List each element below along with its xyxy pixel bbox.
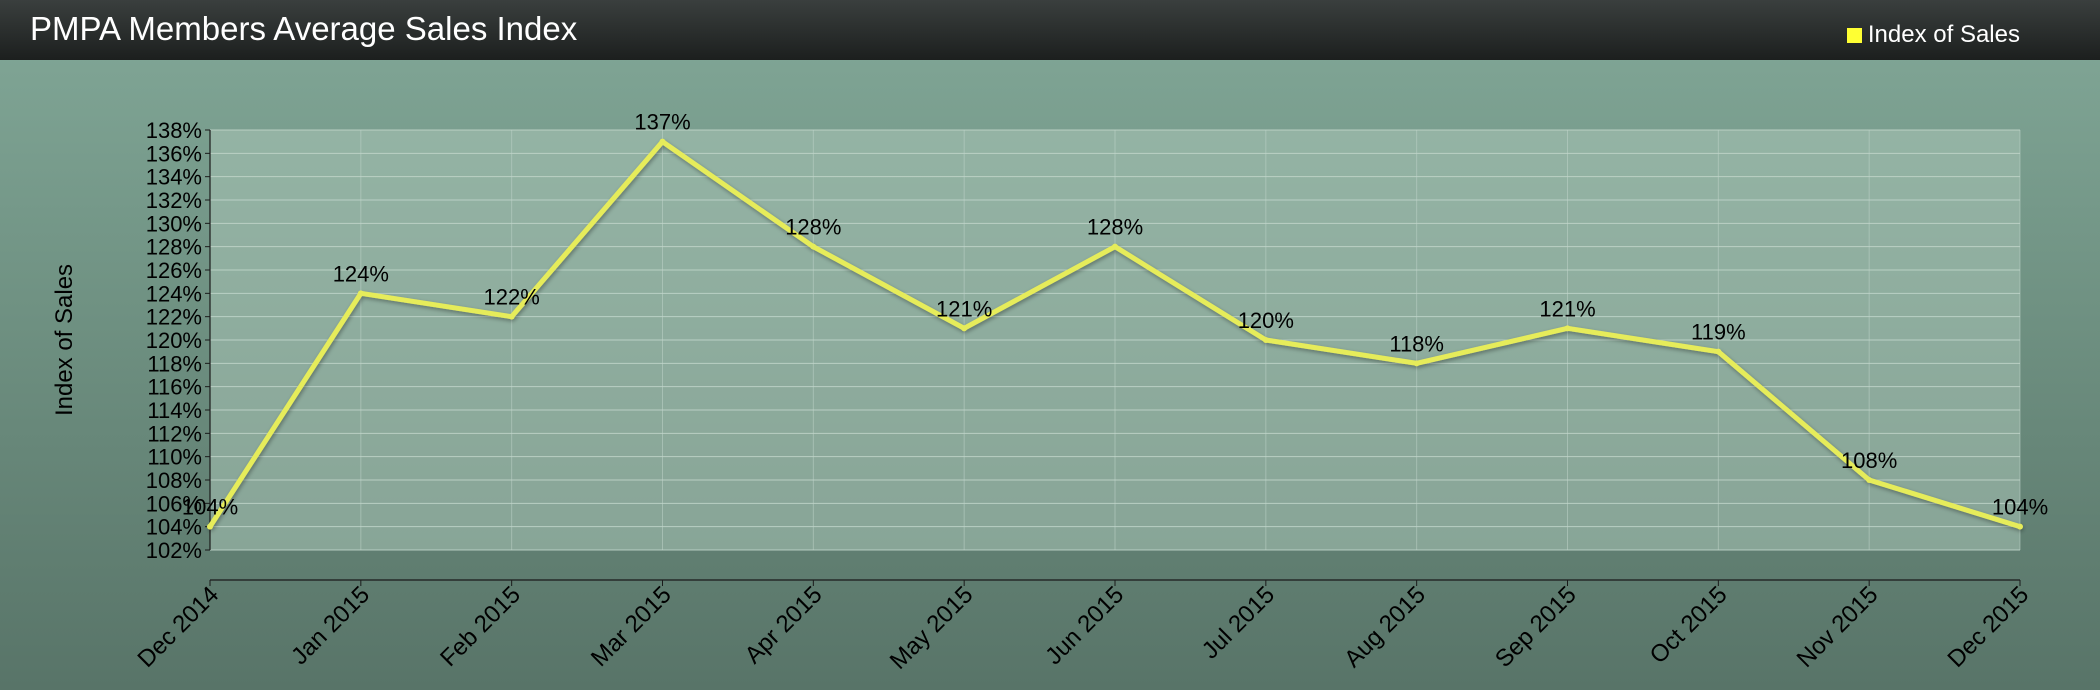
- x-tick-label: Feb 2015: [435, 581, 526, 672]
- x-tick-label: Oct 2015: [1645, 581, 1733, 669]
- legend-swatch: [1846, 27, 1862, 43]
- data-label: 122%: [484, 285, 540, 310]
- legend-label: Index of Sales: [1867, 21, 2020, 48]
- data-label: 120%: [1238, 308, 1294, 333]
- x-tick-label: Dec 2014: [132, 581, 224, 673]
- x-tick-label: Dec 2015: [1942, 581, 2034, 673]
- title-bar: PMPA Members Average Sales Index Index o…: [0, 0, 2100, 60]
- data-label: 121%: [936, 296, 992, 321]
- y-tick-label: 116%: [147, 375, 202, 400]
- y-tick-label: 114%: [147, 398, 202, 423]
- y-tick-label: 112%: [147, 421, 202, 446]
- y-tick-label: 118%: [147, 351, 202, 376]
- data-label: 128%: [1087, 215, 1143, 240]
- data-label: 128%: [785, 215, 841, 240]
- data-label: 124%: [333, 261, 389, 286]
- y-axis-title: Index of Sales: [51, 264, 78, 416]
- data-label: 137%: [634, 110, 690, 135]
- y-tick-label: 102%: [146, 538, 202, 563]
- x-tick-label: Jul 2015: [1197, 581, 1280, 664]
- data-label: 119%: [1691, 320, 1746, 345]
- y-tick-label: 106%: [146, 491, 202, 516]
- data-point: [357, 290, 364, 297]
- chart-title: PMPA Members Average Sales Index: [30, 10, 578, 47]
- y-tick-label: 130%: [146, 211, 202, 236]
- data-point: [659, 138, 666, 145]
- data-label: 118%: [1389, 331, 1444, 356]
- data-point: [1413, 360, 1420, 367]
- data-point: [2017, 523, 2023, 530]
- legend: Index of Sales: [1846, 20, 2020, 50]
- y-tick-label: 104%: [146, 515, 202, 540]
- data-point: [207, 523, 213, 530]
- data-point: [961, 325, 968, 332]
- x-tick-label: Jun 2015: [1040, 581, 1129, 670]
- data-point: [1262, 337, 1269, 343]
- x-tick-label: Mar 2015: [586, 581, 677, 672]
- data-point: [1866, 477, 1873, 483]
- x-tick-label: Sep 2015: [1490, 581, 1582, 673]
- x-tick-label: Aug 2015: [1339, 581, 1431, 673]
- x-tick-label: Jan 2015: [286, 581, 375, 670]
- data-label: 104%: [182, 495, 238, 520]
- y-tick-label: 128%: [146, 235, 202, 260]
- x-tick-label: Apr 2015: [740, 581, 828, 669]
- y-tick-label: 138%: [146, 118, 202, 143]
- y-tick-label: 132%: [146, 188, 202, 213]
- data-point: [1715, 348, 1722, 355]
- y-tick-label: 110%: [147, 445, 202, 470]
- y-tick-label: 122%: [146, 305, 202, 330]
- data-label: 108%: [1841, 448, 1897, 473]
- y-tick-label: 124%: [146, 281, 202, 306]
- x-tick-label: May 2015: [885, 581, 979, 675]
- y-tick-label: 108%: [146, 468, 202, 493]
- y-tick-label: 120%: [146, 328, 202, 353]
- data-point: [810, 243, 817, 250]
- data-label: 121%: [1539, 296, 1595, 321]
- data-point: [1112, 243, 1118, 250]
- y-tick-label: 126%: [146, 258, 202, 283]
- data-point: [1564, 325, 1571, 332]
- y-tick-label: 136%: [146, 141, 202, 166]
- data-label: 104%: [1992, 495, 2048, 520]
- data-point: [508, 313, 515, 320]
- x-tick-label: Nov 2015: [1792, 581, 1884, 673]
- y-tick-label: 134%: [146, 165, 202, 190]
